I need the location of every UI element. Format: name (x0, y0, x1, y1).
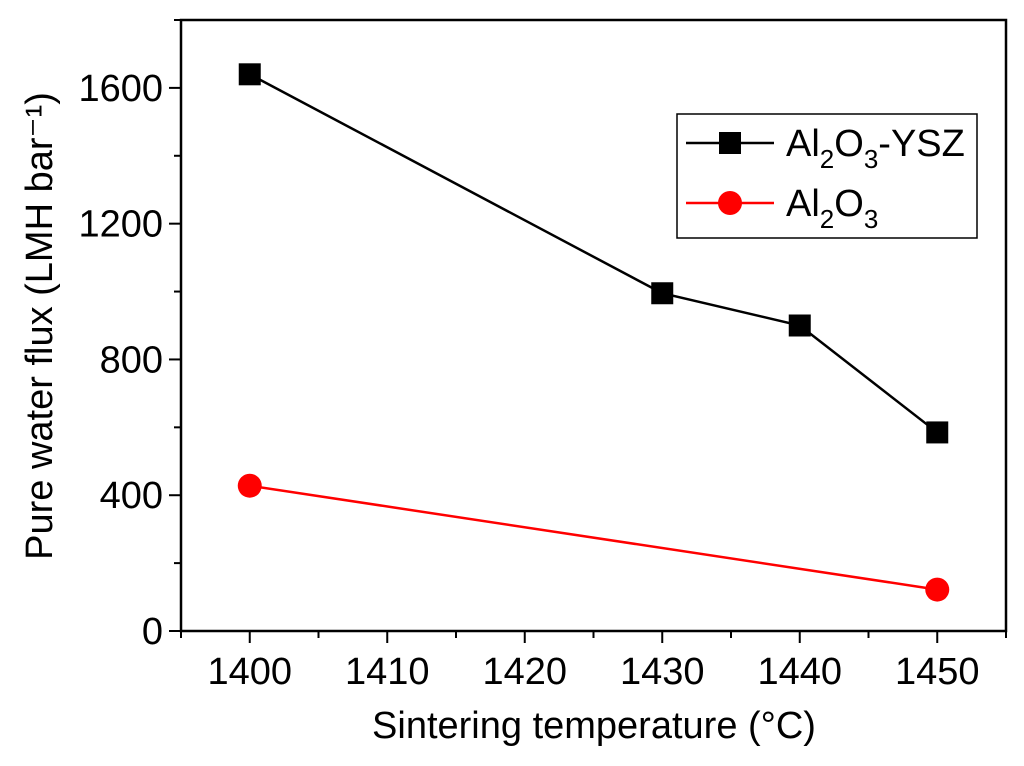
x-tick-label: 1440 (757, 651, 842, 693)
x-tick-label: 1420 (482, 651, 567, 693)
data-point-square (719, 132, 741, 154)
series-line (249, 484, 938, 591)
legend-label-part: O (834, 183, 864, 225)
legend-label-part: 3 (864, 144, 878, 174)
data-point-square (788, 314, 811, 337)
legend-label-part: 3 (864, 204, 878, 234)
x-axis-ticks: 1400 1410 1420 1430 1440 1450 (180, 631, 1007, 693)
y-tick-label: 0 (142, 611, 163, 653)
data-point-square (926, 421, 949, 444)
y-tick-label: 400 (100, 475, 163, 517)
legend-label-part: O (834, 123, 864, 165)
y-tick-label: 1600 (78, 68, 163, 110)
plot-frame (179, 18, 1008, 633)
legend-label-part: -YSZ (878, 123, 965, 165)
x-tick-label: 1450 (895, 651, 980, 693)
legend-label-part: 2 (820, 204, 834, 234)
x-tick-label: 1400 (207, 651, 292, 693)
data-point-circle (237, 473, 262, 498)
legend-label-part: 2 (820, 144, 834, 174)
x-axis-title: Sintering temperature (°C) (372, 705, 816, 747)
y-tick-label: 800 (100, 339, 163, 381)
y-axis-ticks: 0 400 800 1200 1600 (78, 19, 181, 653)
legend-box (676, 113, 978, 239)
legend-label-part: Al (786, 123, 820, 165)
data-point-circle (925, 577, 950, 602)
x-tick-label: 1410 (345, 651, 430, 693)
data-point-square (238, 63, 261, 86)
data-point-circle (718, 191, 742, 215)
legend-label-part: Al (786, 183, 820, 225)
series-layer (237, 63, 950, 602)
x-tick-label: 1430 (620, 651, 705, 693)
legend-label: Al2O3-YSZ (786, 123, 965, 174)
series-line (249, 73, 939, 434)
y-axis-title: Pure water flux (LMH bar⁻¹) (19, 92, 61, 560)
legend-label: Al2O3 (786, 183, 878, 234)
data-point-square (651, 282, 674, 305)
y-tick-label: 1200 (78, 204, 163, 246)
